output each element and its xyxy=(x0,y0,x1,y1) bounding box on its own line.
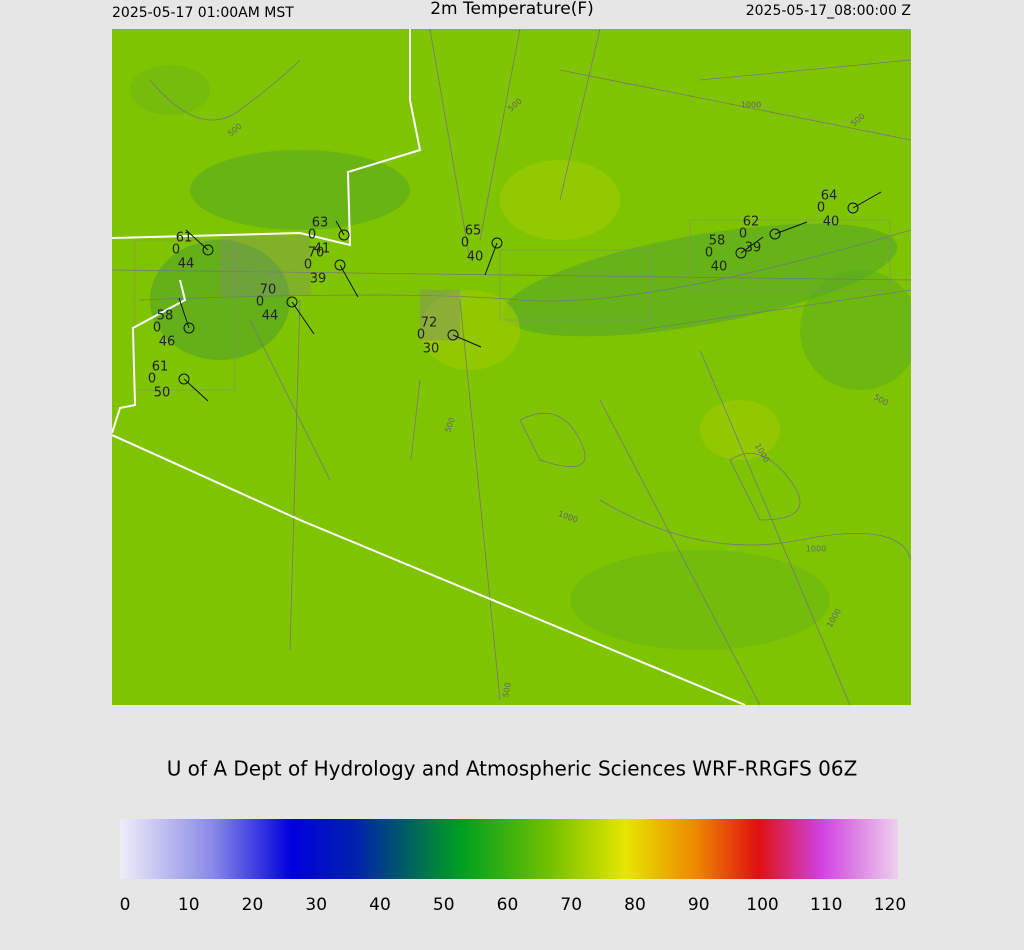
station-temp: 58 xyxy=(709,234,726,249)
station-wind: 0 xyxy=(308,228,316,243)
colorbar-tick-label: 90 xyxy=(688,895,710,915)
station-temp: 65 xyxy=(465,224,482,239)
station-temp: 63 xyxy=(312,216,329,231)
colorbar-tick-label: 50 xyxy=(433,895,455,915)
station-wind: 0 xyxy=(417,328,425,343)
wind-barb xyxy=(335,220,345,236)
station-wind: 0 xyxy=(304,258,312,273)
station-dew: 46 xyxy=(159,335,176,350)
station-circle xyxy=(735,247,747,259)
station-dew: 44 xyxy=(262,309,279,324)
station-wind: 0 xyxy=(817,201,825,216)
station-circle xyxy=(338,229,350,241)
wind-barb xyxy=(774,221,808,235)
station-wind: 0 xyxy=(256,295,264,310)
station-circle xyxy=(178,373,190,385)
wind-barb xyxy=(291,301,315,335)
contour-label: 1000 xyxy=(741,101,761,110)
station-dew: 41 xyxy=(314,242,331,257)
station-wind: 0 xyxy=(461,236,469,251)
station-temp: 70 xyxy=(260,283,277,298)
station-dew: 40 xyxy=(711,260,728,275)
valid-utc: 2025-05-17_08:00:00 Z xyxy=(746,3,911,19)
wind-barb xyxy=(484,242,498,276)
station-circle xyxy=(491,237,503,249)
stations: 6104463041700397004458046610506504072030… xyxy=(148,189,882,402)
colorbar-tick-label: 100 xyxy=(746,895,778,915)
valid-local: 2025-05-17 01:00AM MST xyxy=(112,5,294,21)
colorbar-tick-label: 110 xyxy=(810,895,842,915)
station-wind: 0 xyxy=(153,321,161,336)
station-dew: 40 xyxy=(467,250,484,265)
colorbar xyxy=(120,819,898,879)
station-wind: 0 xyxy=(148,372,156,387)
station-circle xyxy=(769,228,781,240)
contour-label: 1000 xyxy=(806,545,826,554)
colorbar-tick-label: 40 xyxy=(369,895,391,915)
contour-label: 500 xyxy=(501,682,513,699)
station-temp: 72 xyxy=(421,316,438,331)
station-wind: 0 xyxy=(172,243,180,258)
colorbar-tick-label: 10 xyxy=(178,895,200,915)
station-temp: 61 xyxy=(152,360,169,375)
station-circle xyxy=(847,202,859,214)
station-circle xyxy=(286,296,298,308)
station-dew: 39 xyxy=(310,272,327,287)
station-dew: 50 xyxy=(154,386,171,401)
colorbar-tick-label: 30 xyxy=(305,895,327,915)
colorbar-tick-label: 20 xyxy=(242,895,264,915)
colorbar-tick-label: 80 xyxy=(624,895,646,915)
station-temp: 64 xyxy=(821,189,838,204)
station-dew: 30 xyxy=(423,342,440,357)
station-dew: 39 xyxy=(745,241,762,256)
station-dew: 40 xyxy=(823,215,840,230)
wind-barb xyxy=(339,264,359,298)
station-temp: 58 xyxy=(157,309,174,324)
station-temp: 61 xyxy=(176,231,193,246)
station-circle xyxy=(183,322,195,334)
colorbar-tick-label: 70 xyxy=(560,895,582,915)
station-circle xyxy=(202,244,214,256)
colorbar-tick-label: 60 xyxy=(497,895,519,915)
station-circle xyxy=(334,259,346,271)
station-wind: 0 xyxy=(705,246,713,261)
station-temp: 62 xyxy=(743,215,760,230)
station-dew: 44 xyxy=(178,257,195,272)
station-wind: 0 xyxy=(739,227,747,242)
credit: U of A Dept of Hydrology and Atmospheric… xyxy=(167,757,858,781)
station-circle xyxy=(447,329,459,341)
map xyxy=(112,29,911,705)
colorbar-ticks: 0 10 20 30 40 50 60 70 80 90 100 110 120 xyxy=(120,879,906,915)
colorbar-tick-label: 120 xyxy=(874,895,906,915)
colorbar-tick-label: 0 xyxy=(120,895,131,915)
station-temp: 70 xyxy=(308,246,325,261)
map-title: 2m Temperature(F) xyxy=(430,0,594,19)
